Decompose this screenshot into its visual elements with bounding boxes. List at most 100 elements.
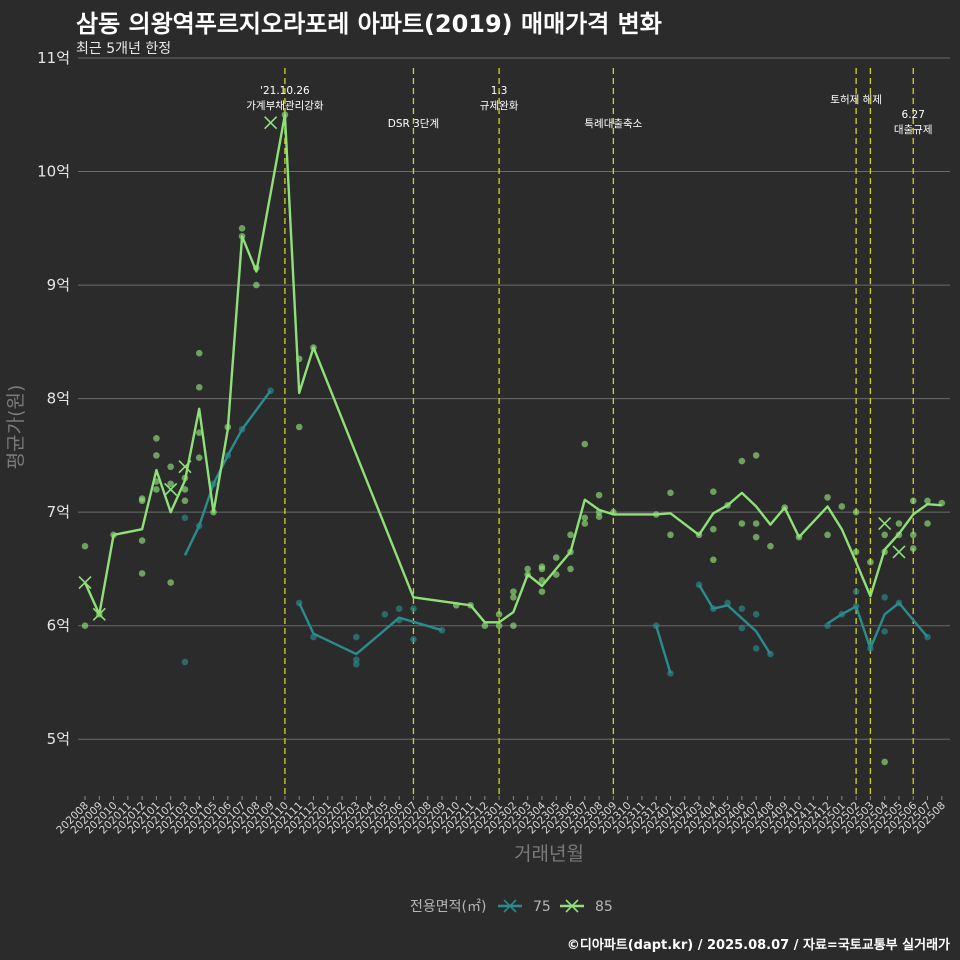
data-point-85	[867, 558, 874, 566]
data-point-85	[495, 611, 503, 618]
data-point-85	[710, 556, 717, 564]
cross-stroke	[92, 607, 106, 621]
data-point-85	[153, 435, 160, 442]
legend-title: 전용면적(㎡)	[410, 899, 486, 915]
data-point-85	[710, 525, 717, 533]
cross-marker-85	[264, 116, 278, 130]
data-point-85	[752, 520, 760, 527]
cross-stroke	[892, 545, 906, 559]
data-point-75	[181, 514, 189, 522]
series-line-75	[826, 601, 929, 650]
event-label: '21.10.26	[260, 85, 310, 97]
series-line-75	[655, 625, 672, 674]
data-point-85	[567, 531, 574, 539]
cross-marker-85	[892, 545, 906, 559]
data-point-85	[153, 486, 160, 493]
data-point-85	[510, 588, 517, 595]
cross-stroke	[565, 899, 579, 913]
data-point-85	[824, 531, 831, 539]
event-label: 특례대출축소	[584, 118, 642, 130]
data-point-85	[81, 622, 89, 629]
data-point-75	[752, 611, 760, 618]
data-point-85	[667, 531, 674, 539]
data-point-85	[752, 452, 760, 459]
data-point-75	[395, 605, 403, 612]
data-point-85	[167, 480, 174, 488]
cross-stroke	[78, 575, 92, 590]
data-point-85	[909, 531, 917, 539]
data-point-85	[667, 489, 674, 497]
series-75	[164, 387, 931, 677]
data-point-85	[838, 503, 846, 510]
data-point-85	[752, 533, 760, 541]
data-point-85	[510, 594, 517, 601]
data-point-85	[581, 440, 589, 448]
data-point-85	[195, 429, 203, 436]
data-point-85	[567, 565, 574, 573]
data-point-75	[410, 605, 417, 612]
data-point-85	[195, 383, 203, 391]
event-label: DSR 3단계	[388, 118, 439, 130]
data-point-85	[581, 514, 589, 522]
data-point-85	[595, 513, 603, 520]
data-point-85	[881, 758, 888, 766]
y-tick-label: 8억	[47, 390, 70, 408]
event-label: 토허제 해제	[830, 93, 882, 106]
event-label: 규제완화	[480, 99, 519, 112]
cross-marker-85	[78, 575, 92, 590]
data-point-85	[167, 463, 174, 471]
y-axis-title: 평균가(원)	[5, 385, 27, 470]
series-line-75	[697, 584, 772, 655]
data-point-85	[181, 497, 189, 505]
data-point-85	[595, 491, 603, 499]
data-point-85	[767, 542, 774, 550]
chart-subtitle: 최근 5개년 한정	[76, 41, 172, 57]
cross-stroke	[878, 516, 892, 531]
data-point-75	[738, 605, 746, 612]
event-label: 6.27	[902, 109, 925, 121]
data-point-85	[738, 457, 746, 465]
data-point-85	[909, 497, 917, 505]
data-point-75	[852, 588, 860, 595]
data-point-85	[710, 488, 717, 496]
y-tick-label: 5억	[47, 730, 70, 748]
data-point-85	[881, 531, 888, 539]
series-line-75	[298, 602, 443, 656]
data-point-85	[581, 520, 589, 527]
legend-key-cross	[503, 899, 517, 913]
y-tick-label: 9억	[47, 276, 70, 294]
data-point-75	[752, 645, 760, 652]
chart-caption: ©디아파트(dapt.kr) / 2025.08.07 / 자료=국토교통부 실…	[566, 938, 950, 953]
series-85	[78, 111, 946, 766]
y-tick-label: 7억	[47, 503, 70, 521]
event-label: 가계부채관리강화	[246, 100, 324, 112]
data-point-85	[924, 520, 931, 527]
data-point-85	[924, 497, 931, 505]
data-point-85	[524, 565, 531, 573]
data-point-75	[738, 624, 746, 632]
event-label: 1.3	[491, 85, 508, 97]
data-point-75	[881, 628, 888, 635]
data-point-75	[181, 658, 189, 666]
data-point-85	[510, 622, 517, 629]
data-point-85	[481, 622, 489, 629]
cross-marker-85	[92, 607, 106, 621]
data-point-85	[495, 622, 503, 629]
data-point-85	[181, 486, 189, 493]
data-point-75	[881, 594, 888, 601]
cross-marker-85	[878, 516, 892, 531]
data-point-75	[353, 660, 360, 668]
cross-marker-85	[164, 482, 178, 497]
legend-label: 75	[533, 899, 551, 915]
cross-stroke	[503, 899, 517, 913]
data-point-85	[852, 548, 860, 556]
data-point-85	[852, 508, 860, 516]
series-line-85	[83, 113, 942, 624]
data-point-85	[238, 225, 246, 232]
cross-stroke	[164, 482, 178, 497]
chart-title: 삼동 의왕역푸르지오라포레 아파트(2019) 매매가격 변화	[76, 10, 662, 38]
data-point-85	[138, 570, 146, 577]
y-tick-label: 6억	[47, 617, 70, 635]
